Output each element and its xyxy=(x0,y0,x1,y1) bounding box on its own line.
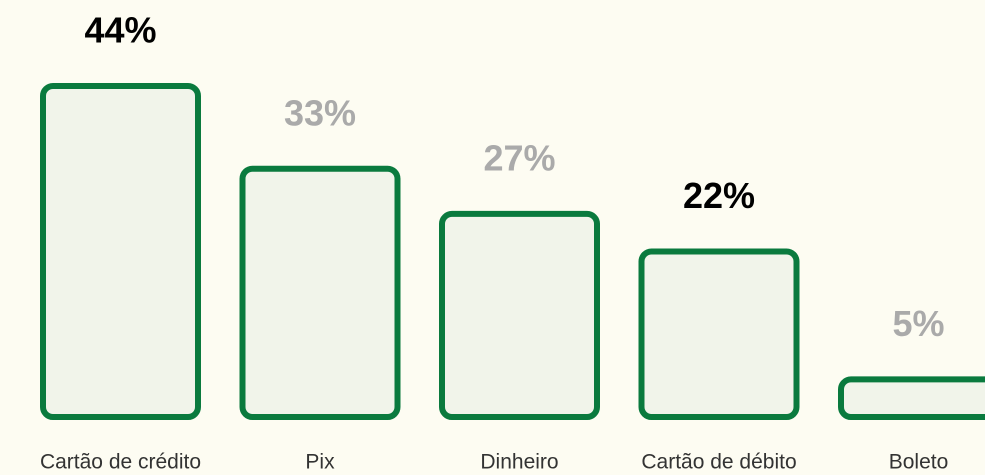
x-tick-label: Pix xyxy=(305,451,335,474)
value-label: 44% xyxy=(84,10,156,51)
x-tick-label: Cartão de débito xyxy=(641,451,796,474)
x-tick-label: Cartão de crédito xyxy=(40,451,201,474)
value-label: 5% xyxy=(892,303,944,344)
value-label: 22% xyxy=(683,175,755,216)
value-label: 33% xyxy=(284,92,356,133)
bar xyxy=(239,165,401,420)
value-label: 27% xyxy=(483,137,555,178)
bar xyxy=(40,83,201,420)
bar xyxy=(638,248,800,420)
x-tick-label: Dinheiro xyxy=(480,451,558,474)
x-tick-label: Boleto xyxy=(889,451,949,474)
bar xyxy=(439,210,600,420)
bar xyxy=(838,376,985,420)
